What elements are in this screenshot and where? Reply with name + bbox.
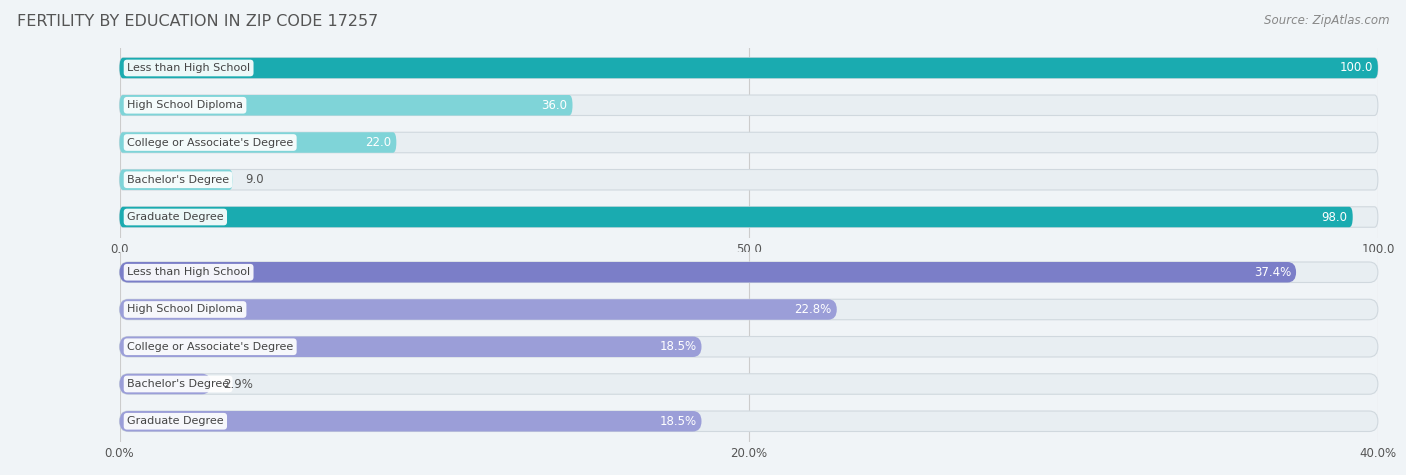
FancyBboxPatch shape [120, 95, 1378, 115]
Text: Graduate Degree: Graduate Degree [127, 416, 224, 426]
FancyBboxPatch shape [120, 299, 837, 320]
Text: Source: ZipAtlas.com: Source: ZipAtlas.com [1264, 14, 1389, 27]
Text: Bachelor's Degree: Bachelor's Degree [127, 175, 229, 185]
Text: Less than High School: Less than High School [127, 63, 250, 73]
Text: 22.8%: 22.8% [794, 303, 832, 316]
FancyBboxPatch shape [120, 95, 572, 115]
Text: High School Diploma: High School Diploma [127, 100, 243, 110]
FancyBboxPatch shape [120, 58, 1378, 78]
Text: College or Associate's Degree: College or Associate's Degree [127, 342, 294, 352]
FancyBboxPatch shape [120, 170, 233, 190]
Text: Less than High School: Less than High School [127, 267, 250, 277]
Text: 2.9%: 2.9% [224, 378, 253, 390]
FancyBboxPatch shape [120, 374, 1378, 394]
FancyBboxPatch shape [120, 336, 702, 357]
FancyBboxPatch shape [120, 262, 1296, 283]
FancyBboxPatch shape [120, 132, 396, 153]
FancyBboxPatch shape [120, 207, 1378, 227]
Text: 22.0: 22.0 [366, 136, 391, 149]
FancyBboxPatch shape [120, 262, 1378, 283]
FancyBboxPatch shape [120, 132, 1378, 153]
Text: 100.0: 100.0 [1340, 61, 1372, 75]
Text: 36.0: 36.0 [541, 99, 568, 112]
FancyBboxPatch shape [120, 411, 1378, 431]
FancyBboxPatch shape [120, 374, 211, 394]
Text: 37.4%: 37.4% [1254, 266, 1291, 279]
Text: Bachelor's Degree: Bachelor's Degree [127, 379, 229, 389]
FancyBboxPatch shape [120, 207, 1353, 227]
Text: 98.0: 98.0 [1322, 210, 1348, 224]
Text: 9.0: 9.0 [245, 173, 264, 186]
FancyBboxPatch shape [120, 336, 1378, 357]
Text: High School Diploma: High School Diploma [127, 304, 243, 314]
Text: 18.5%: 18.5% [659, 340, 696, 353]
FancyBboxPatch shape [120, 170, 1378, 190]
Text: FERTILITY BY EDUCATION IN ZIP CODE 17257: FERTILITY BY EDUCATION IN ZIP CODE 17257 [17, 14, 378, 29]
FancyBboxPatch shape [120, 58, 1378, 78]
FancyBboxPatch shape [120, 299, 1378, 320]
Text: 18.5%: 18.5% [659, 415, 696, 428]
Text: College or Associate's Degree: College or Associate's Degree [127, 137, 294, 148]
Text: Graduate Degree: Graduate Degree [127, 212, 224, 222]
FancyBboxPatch shape [120, 411, 702, 431]
